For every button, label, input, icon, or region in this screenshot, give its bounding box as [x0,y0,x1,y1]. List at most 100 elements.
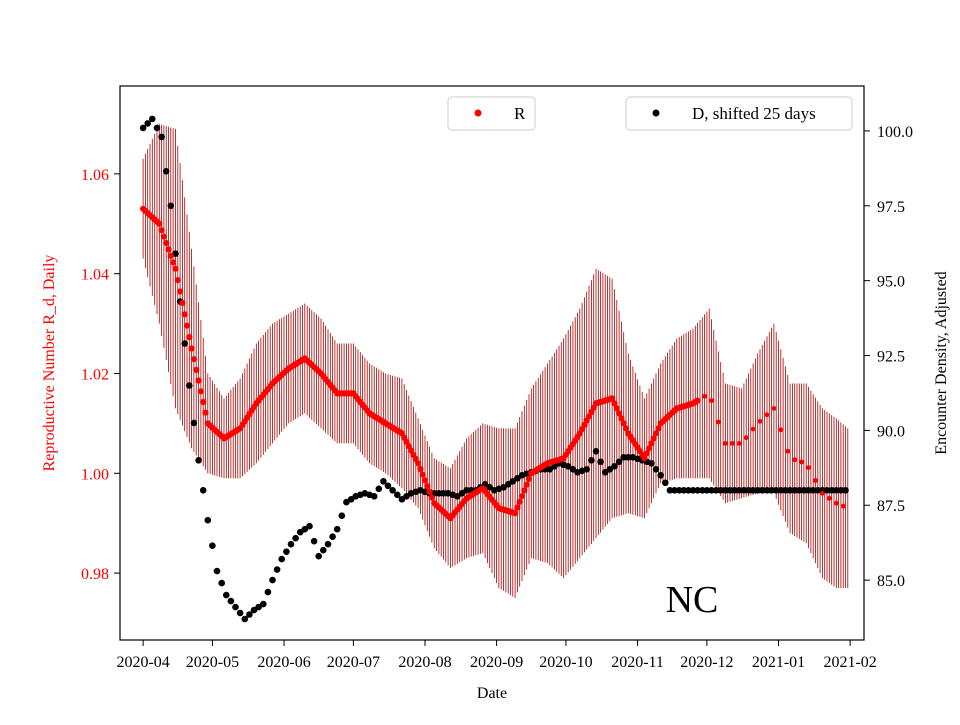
y-left-tick-label: 1.02 [81,366,109,383]
d-point [689,487,697,494]
x-tick-label: 2020-10 [539,654,592,671]
d-point [435,490,443,497]
d-point [749,487,757,494]
d-point [246,611,253,618]
d-point [384,482,392,490]
legend-d-label: D, shifted 25 days [692,104,816,123]
x-tick-label: 2021-02 [823,654,876,671]
r-point [200,398,207,406]
y-right-tick-label: 87.5 [877,498,905,515]
r-point [709,398,714,403]
r-point [750,426,756,432]
d-point [791,487,798,494]
y-left-tick-label: 1.04 [81,267,109,284]
r-point [523,481,530,488]
d-point [777,487,785,494]
y-left-tick-label: 1.06 [81,167,109,184]
r-point [806,465,811,470]
r-point [620,420,627,427]
d-point [273,566,281,573]
d-point [740,487,748,494]
r-point [833,500,839,506]
d-point [241,615,249,623]
legend-r: R [447,96,536,131]
d-point [828,487,835,494]
d-point [833,487,840,494]
d-point [597,458,604,466]
d-point [652,466,660,473]
y-left-tick-label: 0.98 [81,566,109,583]
x-axis: 2020-04 2020-05 2020-06 2020-07 2020-08 2020-… [116,640,877,671]
r-point [158,227,165,234]
x-tick-label: 2020-09 [470,654,523,671]
r-point [648,440,655,447]
legend-d-marker [652,109,660,117]
x-tick-label: 2020-12 [680,654,733,671]
r-point [174,277,181,284]
r-point [757,418,763,424]
d-point [380,478,387,485]
r-point [172,265,179,272]
d-point [592,448,600,455]
r-point [616,410,623,417]
d-point [454,493,461,500]
x-tick-label: 2021-01 [752,654,805,671]
d-point [583,466,590,473]
d-point [153,124,161,132]
d-series [139,115,849,623]
d-point [708,487,715,494]
d-point [657,472,664,479]
y-axis-right-label: Encounter Density, Adjusted [933,271,950,454]
r-point [655,425,662,432]
x-axis-label: Date [477,685,507,702]
r-point [421,477,429,484]
d-point [786,487,794,494]
r-point [785,448,791,454]
d-point [144,120,151,127]
d-point [675,487,683,494]
r-point [190,356,197,363]
r-point [826,495,832,501]
r-series [140,205,846,522]
y-right-tick-label: 92.5 [877,349,905,366]
r-point [792,457,798,463]
d-point [712,487,720,494]
y-right-tick-label: 95.0 [877,274,905,291]
d-point [662,479,669,487]
r-point [181,311,188,318]
y-axis-left-label: Reproductive Number R_d, Daily [41,255,58,472]
d-point [320,546,327,554]
d-point [269,576,276,584]
r-point [764,412,770,418]
r-error-bars [142,123,849,599]
d-point [181,340,188,347]
y-left-tick-label: 1.00 [81,466,109,483]
r-point [163,239,170,247]
d-point [287,540,295,548]
r-point [622,425,630,432]
r-point [652,430,660,437]
d-point [703,487,711,494]
d-point [685,487,692,494]
y-right-tick-label: 100.0 [877,124,913,141]
d-point [768,487,775,494]
r-point [525,475,533,483]
x-tick-label: 2020-05 [186,654,239,671]
d-point [394,491,401,499]
r-point [179,299,186,306]
y-axis-left: 0.98 1.00 1.02 1.04 1.06 [81,167,120,583]
r-point [743,435,749,441]
d-point [731,487,738,494]
d-point [213,567,221,575]
d-point [772,487,780,494]
d-point [759,487,766,494]
state-annotation: NC [666,579,719,621]
r-point [641,455,648,462]
d-point [745,487,752,494]
d-point [329,533,336,540]
d-point [463,487,470,494]
r-point [511,510,519,517]
d-point [763,487,771,494]
r-point [518,493,526,500]
